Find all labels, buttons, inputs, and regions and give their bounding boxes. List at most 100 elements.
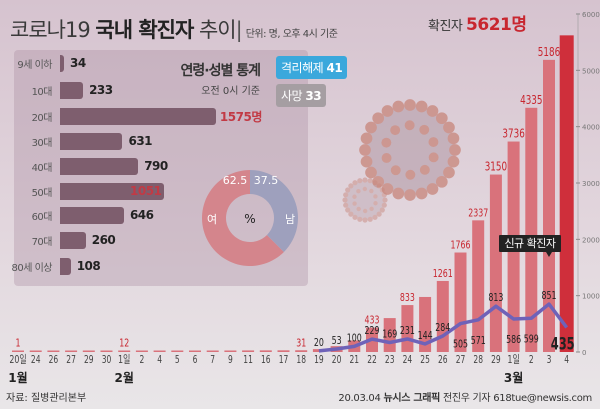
x-tick-label: 27 xyxy=(66,353,76,366)
cumulative-bar xyxy=(472,220,485,352)
x-tick-label: 1일 xyxy=(507,352,520,366)
new-cases-label: 144 xyxy=(418,329,433,342)
age-label: 60대 xyxy=(31,211,53,223)
age-value: 646 xyxy=(129,208,154,222)
y-tick-label: 3000 xyxy=(582,180,600,188)
age-value: 260 xyxy=(91,233,116,247)
month-label: 1월 xyxy=(8,370,27,385)
bar-label: 5186 xyxy=(538,45,560,59)
x-tick-label: 7 xyxy=(210,353,215,366)
new-cases-label: 100 xyxy=(347,331,362,344)
new-cases-label: 229 xyxy=(365,324,380,337)
cumulative-bar xyxy=(47,350,60,352)
cumulative-bar xyxy=(12,350,24,352)
x-tick-label: 20일 xyxy=(9,352,26,366)
x-tick-label: 22 xyxy=(367,353,377,366)
cumulative-bar xyxy=(206,350,219,352)
male-value: 37.5 xyxy=(254,174,279,187)
x-tick-label: 26 xyxy=(49,353,59,366)
cumulative-bar xyxy=(118,350,131,352)
source-note: 자료: 질병관리본부 xyxy=(6,393,87,404)
x-tick-label: 19 xyxy=(314,353,324,366)
age-label: 9세 이하 xyxy=(17,59,52,71)
age-value: 790 xyxy=(144,159,168,173)
svg-text:신규 확진자: 신규 확진자 xyxy=(504,237,555,250)
donut-female-slice xyxy=(202,170,284,266)
new-cases-callout: 신규 확진자 xyxy=(499,235,561,257)
bar-label: 1766 xyxy=(451,239,471,252)
x-tick-label: 4 xyxy=(564,353,569,366)
x-tick-label: 25 xyxy=(420,353,430,366)
cumulative-bar xyxy=(29,350,42,352)
cumulative-bar xyxy=(295,350,308,352)
panel-subtitle: 오전 0시 기준 xyxy=(201,86,260,97)
donut-male-slice xyxy=(250,170,298,252)
panel-title: 연령·성별 통계 xyxy=(180,63,261,79)
age-label: 30대 xyxy=(31,137,53,149)
x-tick-label: 24 xyxy=(31,353,41,366)
virus-illustration xyxy=(342,177,388,223)
new-cases-line xyxy=(318,302,569,353)
gender-donut: % 62.5 37.5 여 남 xyxy=(202,170,298,266)
new-cases-label: 53 xyxy=(332,334,342,347)
y-tick-label: 1000 xyxy=(582,293,600,301)
x-tick-label: 23 xyxy=(385,353,395,366)
unit-note: 단위: 명, 오후 4시 기준 xyxy=(245,29,338,40)
age-label: 50대 xyxy=(31,187,53,199)
x-tick-label: 16 xyxy=(261,353,271,366)
cumulative-bar xyxy=(189,350,201,352)
bar-label: 1 xyxy=(16,337,21,350)
x-tick-label: 11 xyxy=(243,353,253,366)
new-cases-label: 231 xyxy=(400,324,415,337)
cumulative-bar xyxy=(100,350,113,352)
x-tick-label: 2 xyxy=(529,353,534,366)
x-tick-label: 3 xyxy=(547,353,552,366)
cumulative-bar xyxy=(436,280,449,352)
age-label: 80세 이상 xyxy=(11,262,52,274)
bar-label: 833 xyxy=(400,291,415,304)
bar-label: 31 xyxy=(296,336,306,349)
cumulative-bar xyxy=(242,350,255,352)
new-cases-label: 851 xyxy=(542,289,557,302)
bar-label: 1261 xyxy=(433,267,453,280)
new-cases-label: 599 xyxy=(524,332,539,345)
deaths-badge: 사망 33 xyxy=(276,84,327,107)
female-label: 여 xyxy=(207,213,217,226)
donut-center: % xyxy=(244,212,255,226)
cumulative-bar xyxy=(259,350,272,352)
x-tick-label: 9 xyxy=(228,353,233,366)
age-value: 631 xyxy=(128,134,153,148)
cumulative-bar xyxy=(153,350,166,352)
x-tick-label: 18 xyxy=(296,353,306,366)
cumulative-bar xyxy=(277,350,290,352)
new-cases-label: 571 xyxy=(471,334,486,347)
x-tick-label: 24 xyxy=(403,353,413,366)
age-bar xyxy=(60,81,84,99)
x-tick-label: 30 xyxy=(102,353,112,366)
female-value: 62.5 xyxy=(223,174,248,187)
bar-label: 433 xyxy=(365,314,380,327)
age-value: 1575명 xyxy=(219,109,262,124)
new-cases-label: 20 xyxy=(314,336,324,349)
month-label: 3월 xyxy=(504,370,523,385)
new-cases-label: 284 xyxy=(435,321,450,334)
age-bar xyxy=(60,132,123,150)
month-label: 2월 xyxy=(115,370,134,385)
total-cases: 확진자 5621명 xyxy=(428,15,527,35)
cumulative-bar xyxy=(559,35,574,352)
cumulative-bar xyxy=(171,350,184,352)
virus-illustration xyxy=(359,99,461,201)
cumulative-bar xyxy=(525,107,538,352)
cumulative-bar xyxy=(489,174,502,352)
age-bar xyxy=(60,231,86,249)
bar-label: 4335 xyxy=(520,93,542,107)
new-cases-label: 505 xyxy=(453,338,468,351)
x-tick-label: 21 xyxy=(350,353,360,366)
new-cases-label: 169 xyxy=(382,327,397,340)
cumulative-bar xyxy=(419,296,432,352)
x-tick-label: 5 xyxy=(175,353,180,366)
x-tick-label: 4 xyxy=(157,353,162,366)
age-value: 34 xyxy=(70,56,86,70)
age-value: 1051 xyxy=(130,184,162,198)
bar-label: 3736 xyxy=(502,127,524,141)
